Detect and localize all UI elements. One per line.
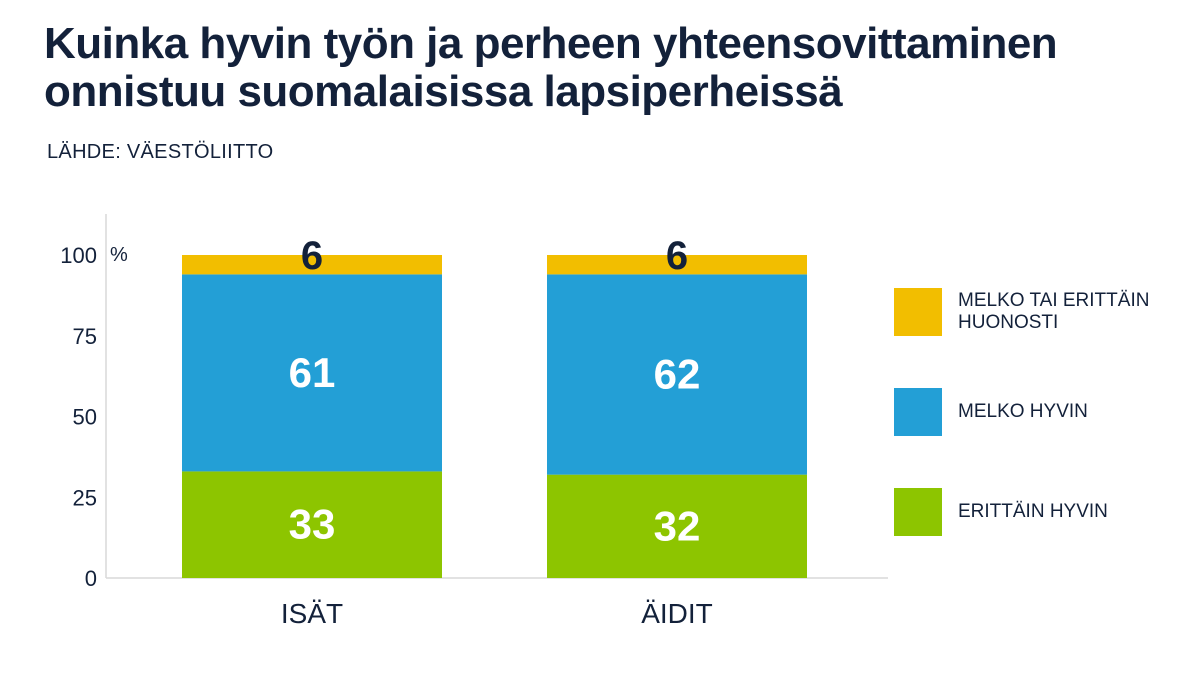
source-note: LÄHDE: VÄESTÖLIITTO	[47, 141, 274, 163]
data-label: 33	[289, 501, 336, 548]
bar-segment	[547, 274, 807, 475]
y-tick-label: 100	[60, 243, 97, 268]
data-label: 6	[301, 234, 323, 278]
x-category-label: ISÄT	[281, 598, 343, 629]
chart-title-line-1: Kuinka hyvin työn ja perheen yhteensovit…	[44, 19, 1058, 68]
y-tick-label: 50	[73, 405, 97, 430]
y-tick-label: 75	[73, 324, 97, 349]
data-label: 32	[654, 502, 701, 549]
legend-label-poorly: MELKO TAI ERITTÄIN HUONOSTI	[958, 290, 1150, 333]
bar-segment	[182, 471, 442, 578]
legend-swatch-very-well	[894, 488, 942, 536]
bar-segment	[182, 274, 442, 472]
chart-title: Kuinka hyvin työn ja perheen yhteensovit…	[44, 20, 1174, 116]
legend-label-fairly-well: MELKO HYVIN	[958, 401, 1088, 422]
legend-swatch-fairly-well	[894, 388, 942, 436]
bar-segment	[547, 474, 807, 578]
chart-title-line-2: onnistuu suomalaisissa lapsiperheissä	[44, 67, 843, 116]
data-label: 6	[666, 234, 688, 278]
y-tick-label: 25	[73, 485, 97, 510]
legend-item-very-well: ERITTÄIN HYVIN	[894, 488, 1198, 536]
y-axis-unit: %	[110, 244, 128, 266]
x-category-label: ÄIDIT	[641, 598, 713, 629]
data-label: 61	[289, 349, 336, 396]
data-label: 62	[654, 351, 701, 398]
legend-swatch-poorly	[894, 288, 942, 336]
legend-label-very-well: ERITTÄIN HYVIN	[958, 501, 1108, 522]
bar-segment	[182, 255, 442, 275]
y-tick-label: 0	[85, 566, 97, 591]
legend-item-poorly: MELKO TAI ERITTÄIN HUONOSTI	[894, 288, 1198, 336]
bar-segment	[547, 255, 807, 275]
legend-item-fairly-well: MELKO HYVIN	[894, 388, 1198, 436]
